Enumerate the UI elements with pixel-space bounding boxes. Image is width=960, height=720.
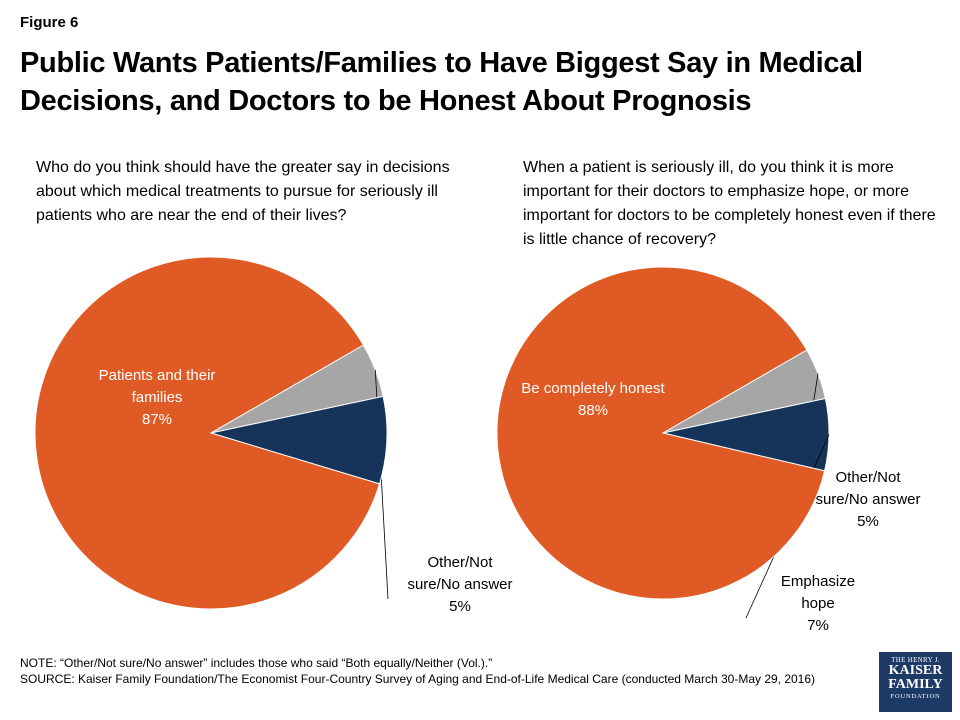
kff-logo: THE HENRY J. KAISER FAMILY FOUNDATION <box>879 652 952 712</box>
slice-label-0-0: Other/Not sure/No answer 5% <box>407 554 512 615</box>
source-text: SOURCE: Kaiser Family Foundation/The Eco… <box>20 671 870 687</box>
logo-line2: KAISER <box>879 664 952 678</box>
right-pie: Other/Not sure/No answer 5% Emphasize hope 7%… <box>497 267 921 634</box>
note-text: NOTE: “Other/Not sure/No answer” include… <box>20 655 870 671</box>
slice-label-1-1: Emphasize hope 7% <box>781 573 855 634</box>
pie-charts: Other/Notsure/No answer5%Doctors8%Patien… <box>0 0 960 720</box>
slice-label-1-0: Other/Not sure/No answer 5% <box>815 469 920 530</box>
footer: NOTE: “Other/Not sure/No answer” include… <box>20 655 870 687</box>
logo-line4: FOUNDATION <box>879 693 952 700</box>
logo-line3: FAMILY <box>879 678 952 692</box>
